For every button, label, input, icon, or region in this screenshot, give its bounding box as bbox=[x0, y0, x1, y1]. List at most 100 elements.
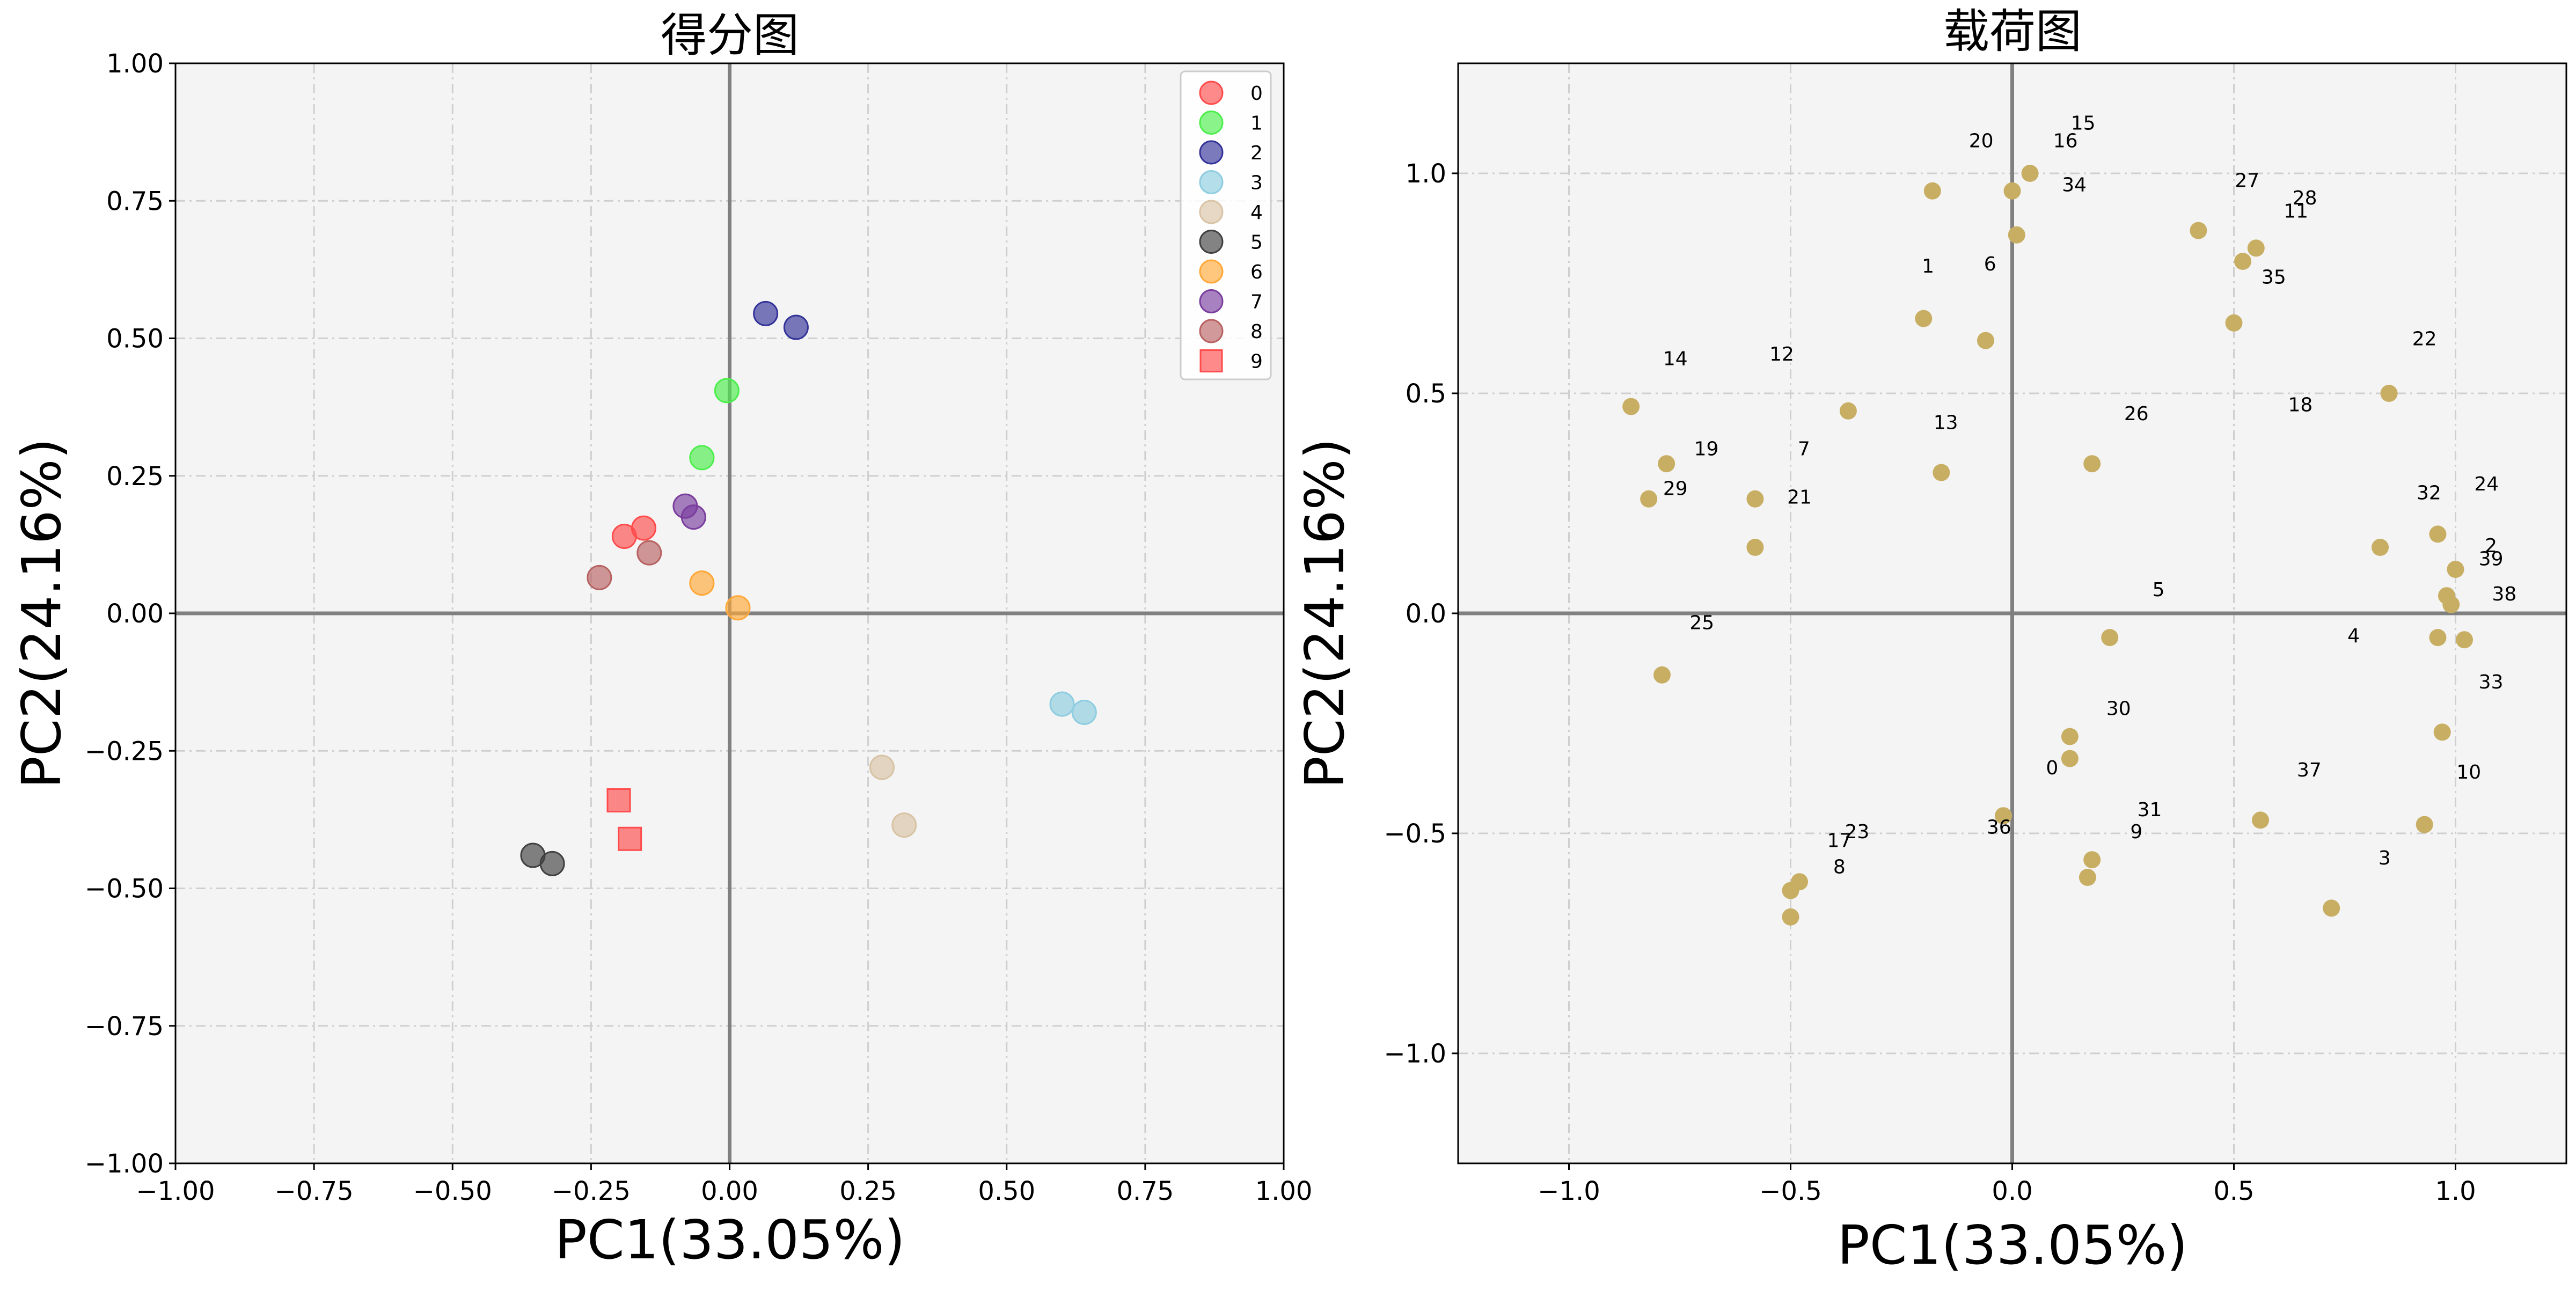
loading-point-label: 13 bbox=[1934, 412, 1958, 434]
loading-point-label: 19 bbox=[1694, 438, 1719, 460]
loading-point bbox=[2438, 587, 2455, 605]
loading-point bbox=[1933, 464, 1950, 481]
legend-label-6: 6 bbox=[1250, 261, 1263, 283]
score-plot-title: 得分图 bbox=[661, 9, 799, 62]
loading-plot-y-tick-label: −0.5 bbox=[1384, 819, 1446, 849]
loading-point bbox=[1746, 490, 1764, 508]
loading-point bbox=[1782, 882, 1799, 899]
score-point-series-4 bbox=[869, 754, 895, 780]
score-point-series-6 bbox=[725, 595, 751, 621]
legend-label-8: 8 bbox=[1250, 321, 1263, 343]
loading-point bbox=[1977, 332, 1994, 349]
loading-point-label: 25 bbox=[1689, 612, 1714, 634]
loading-point-label: 15 bbox=[2071, 113, 2096, 135]
loading-plot-zero-lines bbox=[1458, 63, 2566, 1163]
loading-point bbox=[2247, 239, 2265, 257]
loading-point bbox=[1640, 490, 1658, 508]
loading-point bbox=[2225, 314, 2243, 332]
loading-point bbox=[1658, 455, 1675, 473]
score-plot-x-tick-label: 0.75 bbox=[1116, 1176, 1174, 1206]
loading-point-label: 7 bbox=[1798, 438, 1810, 460]
loading-point bbox=[2380, 385, 2398, 402]
loading-point bbox=[2234, 253, 2252, 270]
legend-label-9: 9 bbox=[1250, 351, 1263, 373]
score-point-series-6 bbox=[689, 570, 715, 596]
score-plot-y-label: PC2(24.16%) bbox=[10, 438, 73, 788]
loading-point-label: 6 bbox=[1984, 253, 1996, 275]
loading-plot-x-tick-label: 0.5 bbox=[2213, 1176, 2254, 1206]
loading-plot-points bbox=[1622, 165, 2473, 926]
score-point-series-7 bbox=[680, 504, 706, 530]
score-plot-ticks: −1.00 −0.75 −0.50 −0.25 0.00 0.25 0.50 0.75 1.00… bbox=[85, 49, 1313, 1206]
score-point-series-8 bbox=[636, 540, 662, 566]
loading-point-label: 23 bbox=[1845, 821, 1869, 843]
loading-plot-y-label: PC2(24.16%) bbox=[1293, 438, 1356, 788]
score-plot-points bbox=[520, 300, 1097, 876]
loading-plot-ticks: −1.0 −0.5 0.0 0.5 1.0 −1.0 −0.5 0.0 0.5 1.0 bbox=[1384, 159, 2476, 1206]
legend-marker-7 bbox=[1199, 289, 1224, 313]
score-plot: −1.00 −0.75 −0.50 −0.25 0.00 0.25 0.50 0.75 1.00… bbox=[10, 9, 1312, 1271]
loading-plot-x-tick-label: −1.0 bbox=[1538, 1176, 1600, 1206]
loading-point bbox=[2079, 869, 2096, 886]
loading-plot-x-label: PC1(33.05%) bbox=[1837, 1214, 2187, 1277]
loading-point-label: 18 bbox=[2288, 394, 2312, 416]
score-plot-x-tick-label: −0.25 bbox=[552, 1176, 631, 1206]
loading-plot: 0123456789101112131415161718192021222324… bbox=[1293, 5, 2567, 1277]
loading-plot-x-tick-label: −0.5 bbox=[1759, 1176, 1822, 1206]
loading-point-label: 10 bbox=[2456, 761, 2481, 783]
legend-marker-8 bbox=[1199, 319, 1224, 343]
legend-marker-3 bbox=[1199, 170, 1224, 194]
legend-marker-6 bbox=[1199, 259, 1224, 284]
score-point-series-3 bbox=[1071, 700, 1097, 725]
score-point-series-9 bbox=[606, 788, 631, 812]
loading-plot-y-tick-label: 0.0 bbox=[1406, 599, 1446, 629]
legend-marker-5 bbox=[1199, 230, 1224, 254]
loading-point bbox=[1653, 666, 1671, 684]
loading-point bbox=[1839, 402, 1857, 420]
score-point-series-2 bbox=[783, 314, 809, 340]
loading-point bbox=[1994, 807, 2012, 825]
legend-label-7: 7 bbox=[1250, 291, 1263, 313]
loading-point-label: 29 bbox=[1663, 478, 1688, 500]
loading-point bbox=[2003, 182, 2021, 200]
loading-point bbox=[2433, 723, 2451, 741]
legend-label-2: 2 bbox=[1250, 142, 1263, 164]
loading-point bbox=[2323, 899, 2340, 917]
loading-point-label: 28 bbox=[2293, 187, 2317, 209]
loading-point bbox=[1782, 908, 1799, 926]
loading-point bbox=[2083, 851, 2101, 869]
loading-point bbox=[2252, 811, 2270, 829]
score-plot-x-tick-label: −0.50 bbox=[413, 1176, 492, 1206]
score-point-series-5 bbox=[539, 851, 565, 876]
score-point-series-0 bbox=[631, 515, 656, 541]
score-point-series-2 bbox=[753, 300, 779, 326]
loading-point bbox=[2372, 539, 2389, 556]
score-plot-x-tick-label: −0.75 bbox=[275, 1176, 354, 1206]
loading-point bbox=[2008, 226, 2025, 244]
loading-plot-y-tick-label: −1.0 bbox=[1384, 1039, 1446, 1069]
score-plot-y-tick-label: −1.00 bbox=[85, 1149, 164, 1179]
loading-point-label: 39 bbox=[2479, 548, 2504, 570]
loading-plot-x-tick-label: 1.0 bbox=[2435, 1176, 2476, 1206]
score-plot-legend: 0 1 2 3 4 5 6 7 8 9 bbox=[1180, 70, 1272, 380]
loading-point-label: 0 bbox=[2046, 757, 2058, 779]
legend-label-1: 1 bbox=[1250, 113, 1263, 135]
loading-point bbox=[2447, 561, 2464, 578]
loading-point-label: 33 bbox=[2479, 671, 2504, 693]
loading-point-label: 1 bbox=[1922, 255, 1934, 277]
loading-point-label: 8 bbox=[1833, 856, 1846, 878]
score-plot-y-tick-label: 0.50 bbox=[106, 324, 164, 354]
loading-point-label: 32 bbox=[2417, 482, 2441, 504]
score-plot-x-tick-label: 1.00 bbox=[1255, 1176, 1313, 1206]
score-point-series-8 bbox=[587, 565, 612, 590]
loading-point-label: 27 bbox=[2235, 170, 2259, 192]
legend-marker-2 bbox=[1199, 140, 1224, 165]
loading-point-label: 9 bbox=[2130, 821, 2142, 843]
loading-point-label: 36 bbox=[1987, 817, 2011, 839]
loading-point bbox=[2083, 455, 2101, 473]
loading-point bbox=[2456, 631, 2473, 649]
legend-label-5: 5 bbox=[1250, 232, 1263, 254]
loading-point-label: 22 bbox=[2412, 328, 2437, 350]
